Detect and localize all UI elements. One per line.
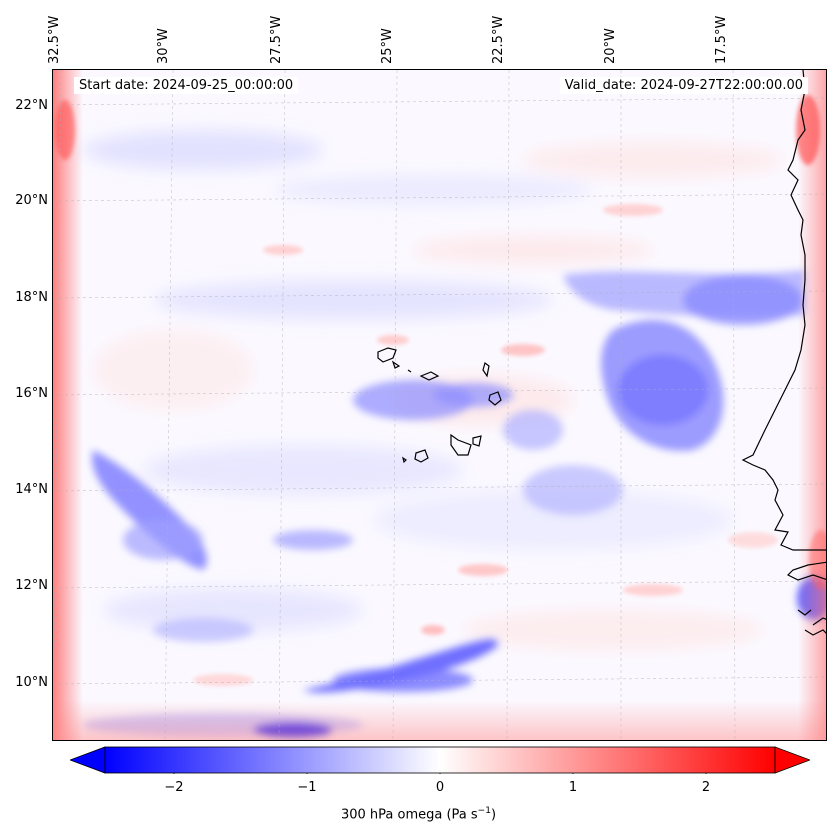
- coastline: [377, 70, 826, 636]
- lon-tick-label: 30°W: [156, 28, 171, 64]
- omega-field-map: [53, 70, 826, 740]
- weak-field-features: [83, 130, 783, 650]
- lat-tick-label: 12°N: [15, 578, 48, 593]
- lon-tick-label: 25°W: [380, 28, 395, 64]
- map-panel: [52, 69, 827, 741]
- colorbar-extend-max: [774, 746, 810, 774]
- colorbar-tick-label: 0: [435, 780, 445, 795]
- colorbar-extend-min: [70, 746, 106, 774]
- lat-tick-label: 16°N: [15, 386, 48, 401]
- start-date-label: Start date: 2024-09-25_00:00:00: [74, 77, 299, 94]
- colorbar-tick-label: 1: [568, 780, 578, 795]
- colorbar-tick-label: −1: [297, 780, 317, 795]
- boundary-artefacts: [53, 70, 826, 740]
- lat-tick-label: 14°N: [15, 482, 48, 497]
- lat-tick-label: 18°N: [15, 290, 48, 305]
- descent-regions: [193, 204, 778, 686]
- lon-tick-label: 22.5°W: [491, 15, 506, 64]
- lon-tick-label: 20°W: [603, 28, 618, 64]
- colorbar-tick-label: −2: [164, 780, 184, 795]
- lon-tick-label: 27.5°W: [269, 15, 284, 64]
- gridlines: [53, 70, 826, 740]
- lat-tick-label: 10°N: [15, 675, 48, 690]
- colorbar-title: 300 hPa omega (Pa s−1): [340, 806, 497, 823]
- colorbar: [70, 746, 810, 774]
- colorbar-tick-label: 2: [701, 780, 711, 795]
- lon-tick-label: 17.5°W: [714, 15, 729, 64]
- lon-tick-label: 32.5°W: [47, 15, 62, 64]
- valid-date-label: Valid_date: 2024-09-27T22:00:00.00: [559, 77, 808, 94]
- lat-tick-label: 22°N: [15, 98, 48, 113]
- colorbar-gradient: [104, 746, 776, 774]
- lat-tick-label: 20°N: [15, 193, 48, 208]
